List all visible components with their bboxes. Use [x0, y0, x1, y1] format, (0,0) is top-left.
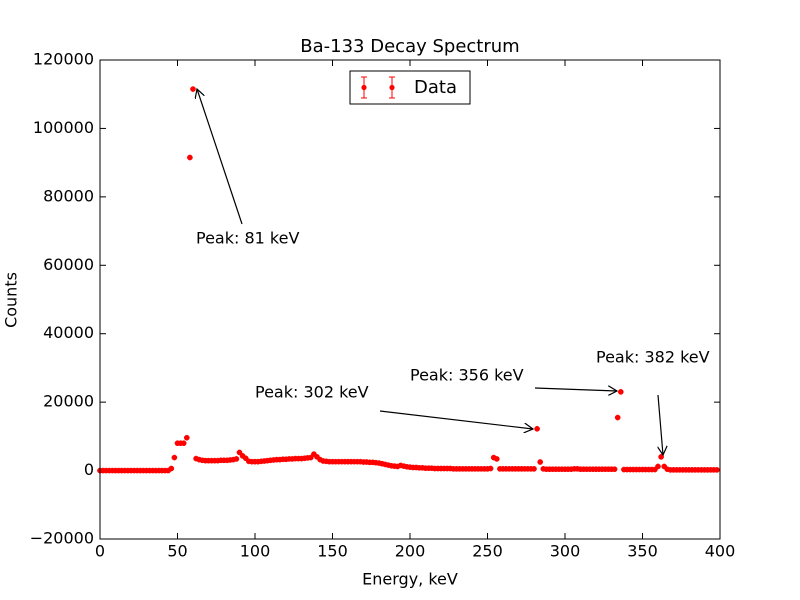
legend-label: Data — [414, 77, 457, 98]
data-point — [180, 440, 187, 447]
annotation: Peak: 302 keV — [255, 383, 369, 402]
x-tick-label: 200 — [395, 542, 426, 561]
legend-marker — [361, 84, 367, 91]
x-tick-label: 250 — [472, 542, 503, 561]
chart-title: Ba-133 Decay Spectrum — [300, 36, 519, 57]
annotation: Peak: 382 keV — [596, 348, 710, 367]
x-tick-label: 150 — [317, 542, 348, 561]
data-point — [493, 456, 500, 462]
annotation-arrow — [379, 410, 533, 429]
data-point — [611, 466, 618, 473]
data-point — [187, 154, 193, 161]
annotation: Peak: 356 keV — [410, 366, 524, 385]
data-point — [190, 86, 196, 92]
plot-frame — [99, 59, 721, 540]
annotation-arrow — [197, 89, 243, 225]
data-point — [534, 425, 540, 432]
x-tick-label: 100 — [240, 542, 271, 561]
x-tick-label: 350 — [627, 542, 658, 561]
y-tick-label: 100000 — [33, 118, 94, 137]
legend-frame — [349, 70, 471, 105]
data-point — [487, 465, 494, 472]
data-point — [183, 434, 190, 441]
y-tick-label: 60000 — [43, 255, 94, 274]
data-point — [714, 467, 720, 473]
data-point — [531, 466, 537, 472]
y-tick-label: −20000 — [30, 529, 94, 548]
data-point — [168, 465, 175, 472]
data-point — [655, 463, 661, 470]
x-tick-label: 50 — [167, 542, 187, 561]
y-tick-label: 20000 — [43, 392, 94, 411]
annotation: Peak: 81 keV — [196, 229, 299, 248]
y-tick-label: 0 — [84, 460, 94, 479]
legend-marker — [389, 84, 395, 91]
data-point — [537, 459, 544, 465]
legend: Data — [349, 70, 471, 105]
data-point — [614, 414, 621, 421]
x-tick-label: 300 — [550, 542, 581, 561]
data-point — [233, 456, 240, 462]
data-point — [658, 454, 664, 460]
y-tick-label: 80000 — [43, 186, 94, 205]
y-tick-label: 40000 — [43, 323, 94, 342]
x-tick-label: 400 — [705, 542, 736, 561]
annotation-arrow — [658, 394, 663, 455]
annotation-arrow — [534, 388, 617, 391]
x-tick-label: 0 — [95, 542, 105, 561]
y-tick-label: 120000 — [33, 50, 94, 69]
data-point — [171, 454, 178, 461]
x-axis-label: Energy, keV — [362, 570, 458, 589]
y-axis-label: Counts — [2, 272, 21, 328]
data-point — [617, 389, 624, 395]
